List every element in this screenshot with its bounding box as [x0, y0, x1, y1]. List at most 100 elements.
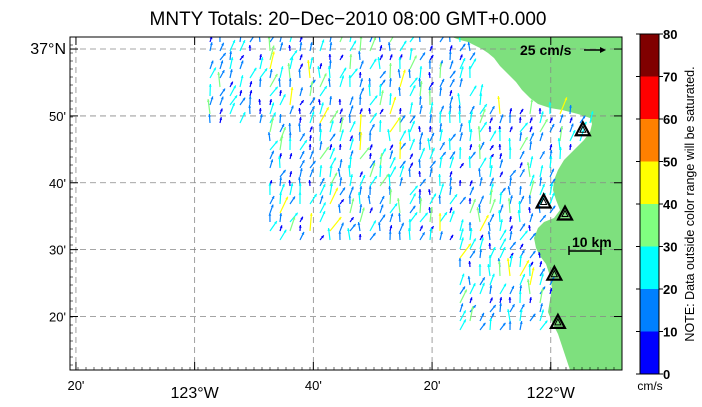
current-vector-head	[347, 228, 350, 231]
current-vector-head	[424, 212, 428, 216]
current-vector-head	[449, 177, 453, 180]
current-vector-head	[460, 66, 464, 70]
current-vector	[279, 196, 289, 214]
current-vector-head	[499, 192, 503, 195]
current-vector-head	[526, 162, 530, 165]
current-vector-head	[430, 54, 434, 58]
current-vector-head	[531, 180, 535, 184]
current-vector-head	[460, 228, 464, 232]
current-vector-head	[378, 84, 382, 87]
current-vector-head	[234, 95, 238, 99]
current-vector-head	[552, 178, 556, 182]
current-vector-head	[478, 144, 482, 147]
current-vector-head	[248, 45, 252, 48]
current-vector-head	[209, 37, 213, 40]
current-vector-head	[274, 221, 277, 225]
current-vector-head	[343, 67, 347, 71]
current-vector-head	[460, 163, 464, 167]
current-vector-head	[269, 69, 273, 73]
current-vector	[459, 243, 472, 259]
current-vector-head	[242, 97, 246, 101]
current-vector-head	[311, 106, 315, 110]
current-vector-head	[500, 171, 503, 175]
current-vector-head	[542, 215, 546, 219]
current-vector-head	[360, 171, 363, 175]
current-vector-head	[400, 177, 403, 181]
current-vector-head	[482, 277, 485, 281]
current-vector-head	[461, 237, 464, 241]
current-vector-head	[418, 195, 422, 198]
current-vector-head	[358, 72, 362, 75]
current-vector-head	[532, 250, 536, 254]
current-vector-head	[491, 183, 494, 187]
current-vector-head	[398, 108, 402, 111]
current-vector-head	[313, 193, 317, 197]
current-vector-head	[401, 165, 405, 169]
scale-vector: 25 cm/s	[520, 42, 606, 58]
colorbar-segment	[640, 289, 659, 332]
current-vector-head	[491, 273, 495, 277]
current-vector-head	[410, 102, 414, 106]
current-vector	[559, 97, 568, 115]
current-vector-head	[428, 90, 432, 93]
current-vector-head	[449, 90, 453, 94]
radar-station-inner	[539, 197, 548, 205]
current-vector-head	[371, 34, 374, 37]
current-vector-head	[351, 138, 354, 142]
current-vector-head	[407, 228, 411, 231]
current-vector-head	[481, 237, 484, 241]
current-vector-head	[312, 97, 315, 101]
current-vector-head	[540, 111, 544, 115]
current-vector-head	[507, 186, 511, 189]
current-vector-head	[498, 129, 502, 132]
current-vector-head	[398, 141, 402, 144]
current-vector-head	[440, 231, 443, 235]
current-vector-head	[428, 189, 431, 192]
current-vector-head	[308, 180, 312, 183]
current-vector-head	[328, 60, 332, 63]
current-vector-head	[390, 150, 394, 154]
colorbar-segment	[640, 246, 659, 289]
current-vector-head	[310, 150, 314, 154]
current-vector-head	[498, 126, 502, 129]
current-vector-head	[470, 111, 474, 115]
colorbar-tick-label: 60	[663, 112, 677, 127]
current-vector-head	[248, 105, 252, 108]
current-vector-head	[448, 51, 452, 54]
colorbar-segment	[640, 119, 659, 162]
current-vector-head	[271, 195, 275, 199]
current-vector-head	[542, 286, 546, 290]
current-vector-head	[393, 96, 397, 100]
current-vector-head	[419, 81, 423, 84]
current-vector-head	[372, 162, 376, 166]
current-vector	[449, 37, 451, 43]
current-vector-head	[549, 144, 553, 148]
current-vector-head	[349, 54, 353, 57]
current-vector-head	[290, 183, 294, 187]
current-vector-head	[352, 121, 356, 125]
current-vector-head	[298, 123, 301, 126]
current-vector-head	[359, 108, 363, 112]
current-vector-head	[279, 90, 282, 93]
current-vector-head	[368, 108, 372, 111]
current-vector-head	[481, 312, 485, 316]
current-vector-head	[271, 45, 275, 49]
current-vector-head	[521, 150, 525, 154]
current-vector-head	[491, 106, 495, 110]
current-vector-head	[412, 138, 415, 142]
current-vector-head	[294, 50, 298, 54]
current-vector-head	[518, 201, 521, 204]
current-vector-head	[290, 57, 294, 61]
current-vector-head	[519, 132, 523, 135]
current-vector-head	[487, 222, 491, 225]
current-vector-head	[490, 154, 494, 158]
current-vector-head	[528, 264, 532, 267]
current-vector	[459, 37, 461, 43]
current-vector-head	[220, 96, 224, 100]
hf-radar-stations	[534, 119, 592, 329]
current-vector-head	[478, 204, 481, 207]
current-vector-head	[300, 216, 303, 220]
current-vector	[279, 37, 282, 43]
current-vector-head	[258, 99, 262, 102]
current-vector-head	[522, 223, 525, 227]
